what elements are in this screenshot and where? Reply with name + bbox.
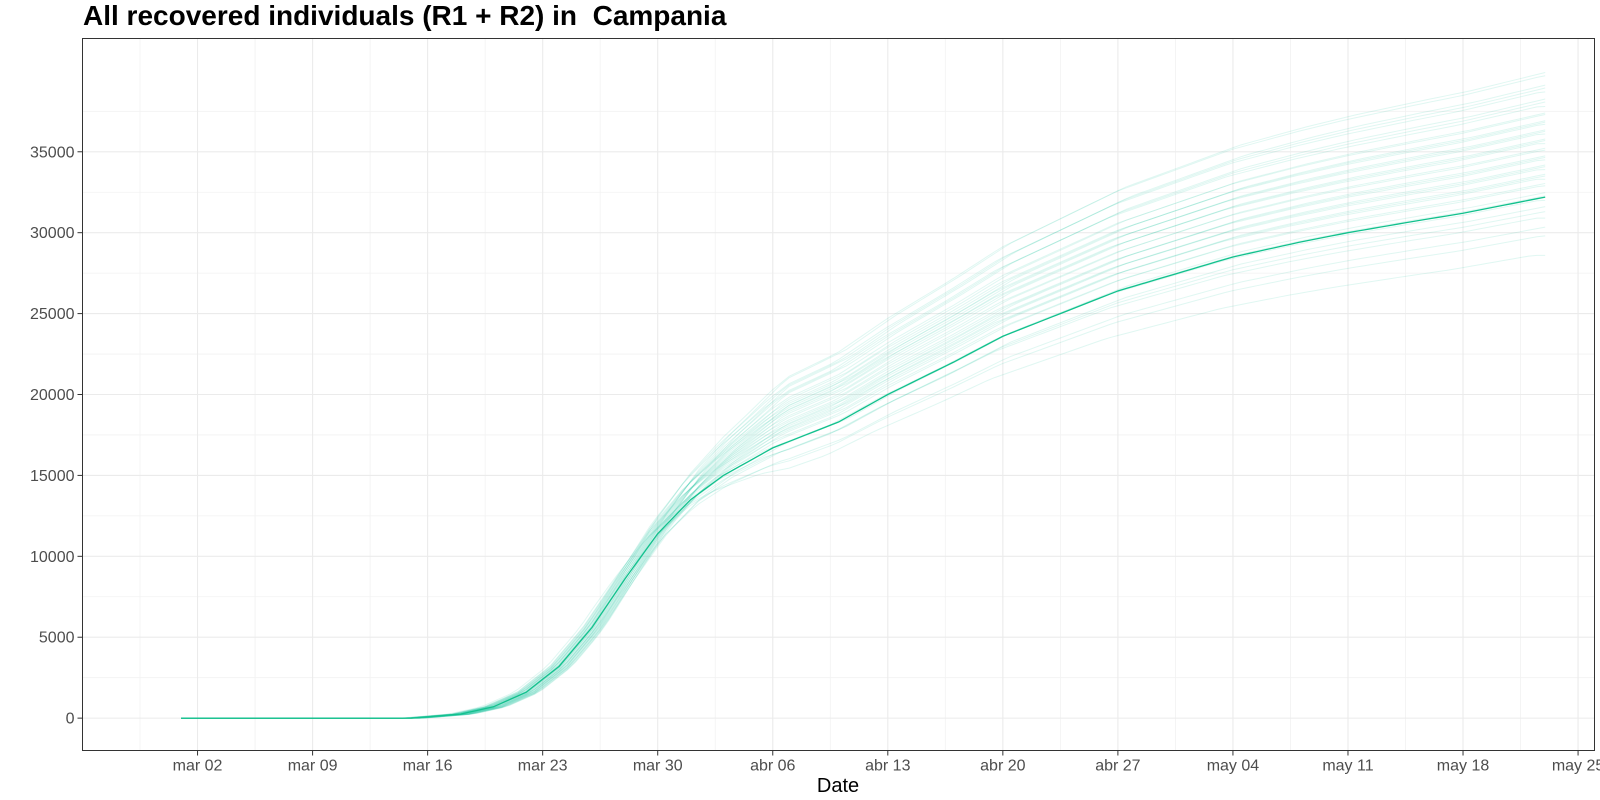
x-tick-label: mar 23 [518,758,568,775]
y-tick-label: 25000 [30,306,75,323]
y-tick-label: 30000 [30,225,75,242]
x-axis-title: Date [817,775,859,797]
x-tick-label: may 18 [1437,758,1490,775]
y-axis: 0 5000 10000 15000 20000 25000 30000 35000 [30,144,83,728]
y-tick-label: 35000 [30,144,75,161]
x-tick-label: may 04 [1207,758,1260,775]
x-tick-label: may 11 [1322,758,1373,775]
y-tick-label: 0 [66,711,75,728]
y-tick-label: 10000 [30,549,75,566]
x-tick-label: mar 16 [403,758,453,775]
x-tick-label: abr 20 [980,758,1025,775]
y-tick-label: 5000 [39,630,75,647]
chart-title: All recovered individuals (R1 + R2) in C… [83,0,727,31]
y-tick-label: 15000 [30,468,75,485]
main-series-line [181,196,1546,719]
ensemble-line [181,254,1546,719]
x-tick-label: mar 02 [173,758,223,775]
x-tick-label: abr 27 [1095,758,1140,775]
x-tick-label: abr 13 [865,758,910,775]
x-tick-label: mar 30 [633,758,683,775]
x-tick-label: may 25 [1552,758,1600,775]
y-tick-label: 20000 [30,387,75,404]
x-axis: mar 02 mar 09 mar 16 mar 23 mar 30 abr 06 abr … [173,750,1600,775]
x-tick-label: abr 06 [750,758,795,775]
x-tick-label: mar 09 [288,758,338,775]
